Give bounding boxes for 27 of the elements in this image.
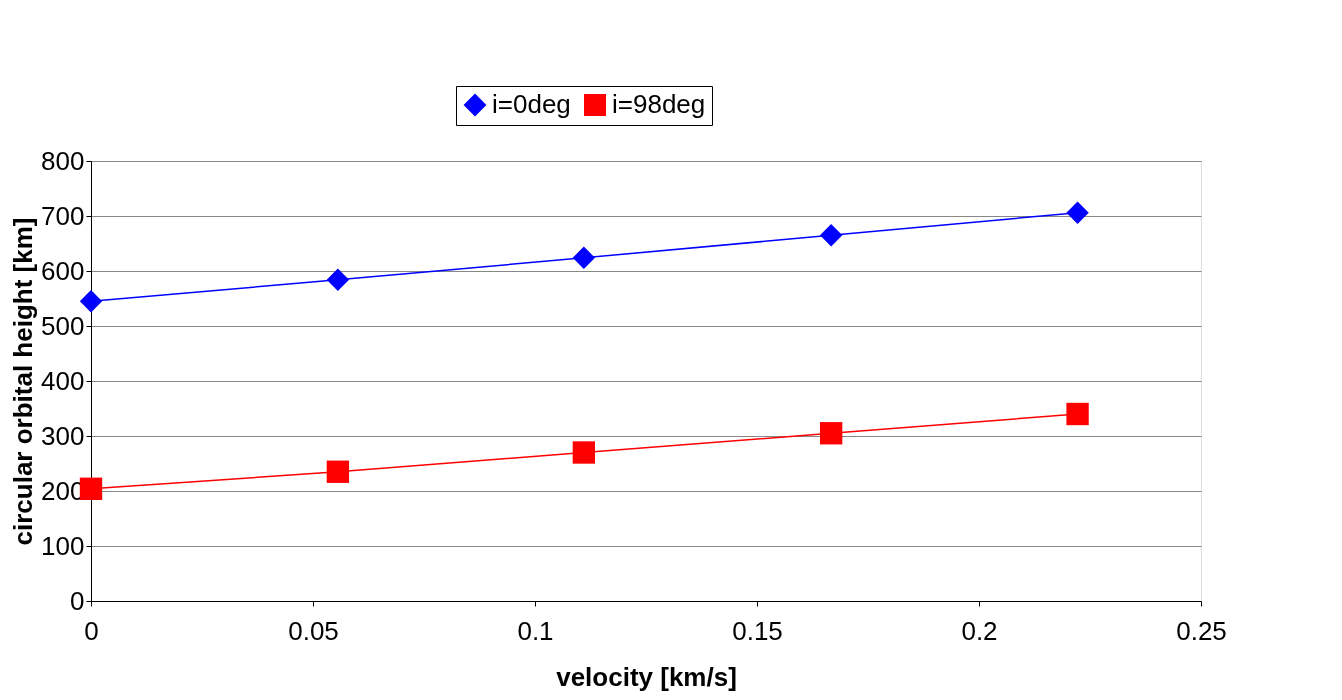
y-axis-title: circular orbital height [km] [8,217,39,546]
point [326,460,350,483]
y-tick-label: 700 [41,200,85,231]
point [326,268,350,291]
y-tick-label: 400 [41,365,85,396]
y-tick-label: 600 [41,255,85,286]
point [1066,402,1089,426]
y-tick-label: 800 [41,145,85,176]
y-tick-label: 300 [41,420,85,451]
x-axis-title: velocity [km/s] [556,661,737,692]
point [1066,201,1089,224]
point [572,246,596,269]
point [79,477,103,500]
x-tick-label: 0.15 [732,615,783,646]
x-tick-label: 0.1 [517,615,554,646]
y-tick-label: 100 [41,530,85,561]
x-tick-label: 0.05 [288,615,339,646]
point [819,422,843,445]
legend-label: i=0deg [492,89,571,119]
legend-label: i=98deg [612,89,706,119]
point [572,441,596,464]
x-tick-label: 0.2 [961,615,998,646]
x-tick-label: 0.25 [1176,615,1227,646]
y-tick-label: 500 [41,310,85,341]
y-tick-label: 0 [70,585,85,616]
point [819,224,843,247]
point [79,290,103,313]
